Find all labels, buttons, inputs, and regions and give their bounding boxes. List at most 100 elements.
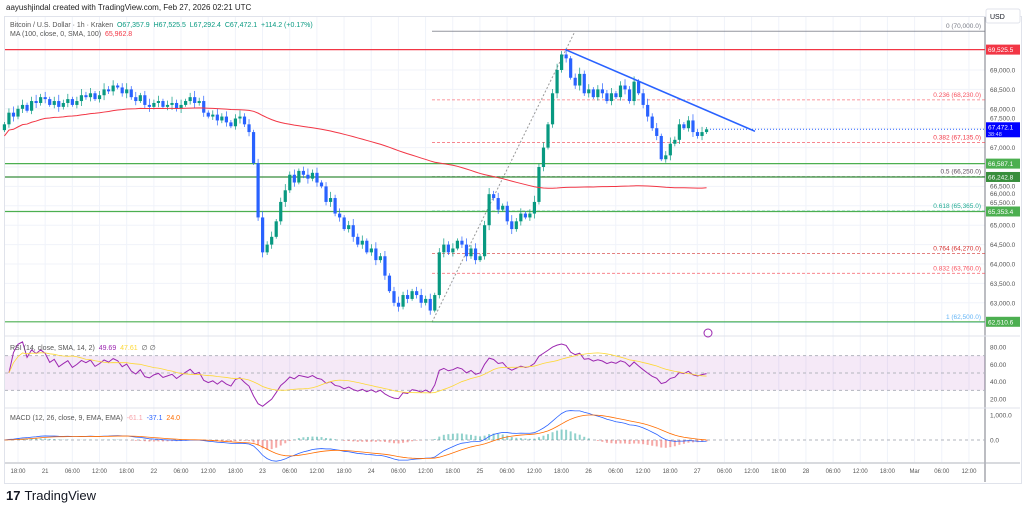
candle-body[interactable]	[569, 58, 573, 78]
candle-body[interactable]	[451, 248, 455, 253]
candle-body[interactable]	[541, 147, 546, 167]
candle-body[interactable]	[415, 291, 419, 296]
candle-body[interactable]	[179, 104, 183, 109]
candle-body[interactable]	[129, 89, 133, 98]
candle-body[interactable]	[261, 217, 265, 253]
candle-body[interactable]	[442, 244, 446, 253]
candle-body[interactable]	[279, 201, 283, 222]
candle-body[interactable]	[410, 291, 414, 299]
candle-body[interactable]	[111, 85, 115, 92]
candle-body[interactable]	[342, 217, 346, 230]
candle-body[interactable]	[184, 101, 188, 105]
candle-body[interactable]	[546, 124, 550, 148]
candle-body[interactable]	[632, 81, 636, 102]
candle-body[interactable]	[152, 102, 156, 107]
candle-body[interactable]	[591, 89, 595, 98]
candle-body[interactable]	[297, 170, 301, 183]
candle-body[interactable]	[197, 101, 201, 103]
candle-body[interactable]	[682, 124, 686, 129]
candle-body[interactable]	[20, 104, 25, 109]
candle-body[interactable]	[600, 89, 604, 94]
candle-body[interactable]	[52, 101, 56, 105]
candle-body[interactable]	[424, 298, 428, 303]
candle-body[interactable]	[84, 95, 88, 98]
candle-body[interactable]	[532, 201, 537, 214]
candle-body[interactable]	[211, 114, 215, 117]
candle-body[interactable]	[288, 174, 292, 191]
candle-body[interactable]	[582, 73, 586, 94]
candle-body[interactable]	[165, 104, 170, 107]
candle-body[interactable]	[324, 186, 328, 202]
macd-legend[interactable]: MACD (12, 26, close, 9, EMA, EMA) -61.1 …	[10, 415, 180, 422]
candle-body[interactable]	[564, 54, 568, 59]
candle-body[interactable]	[596, 89, 600, 98]
candle-body[interactable]	[29, 101, 34, 111]
candle-body[interactable]	[618, 85, 623, 98]
candle-body[interactable]	[170, 102, 174, 105]
candle-body[interactable]	[39, 97, 43, 103]
candle-body[interactable]	[659, 135, 663, 160]
candle-body[interactable]	[143, 95, 147, 105]
candle-body[interactable]	[501, 205, 505, 210]
candle-body[interactable]	[655, 128, 659, 136]
candle-body[interactable]	[419, 295, 423, 303]
candle-body[interactable]	[79, 95, 84, 102]
candle-body[interactable]	[609, 93, 614, 102]
candle-body[interactable]	[627, 89, 632, 102]
candle-body[interactable]	[215, 114, 219, 121]
candle-body[interactable]	[623, 85, 627, 90]
candle-body[interactable]	[188, 97, 192, 102]
candle-body[interactable]	[48, 99, 52, 105]
candle-body[interactable]	[328, 198, 333, 202]
candle-body[interactable]	[120, 87, 124, 94]
candle-body[interactable]	[301, 170, 305, 175]
candle-body[interactable]	[233, 118, 238, 127]
candle-body[interactable]	[338, 213, 342, 218]
candle-body[interactable]	[88, 93, 93, 98]
candle-body[interactable]	[369, 248, 373, 253]
candle-body[interactable]	[614, 93, 618, 98]
candle-body[interactable]	[256, 163, 260, 218]
candle-body[interactable]	[496, 198, 500, 210]
candle-body[interactable]	[700, 132, 704, 136]
candle-body[interactable]	[75, 101, 79, 105]
candle-body[interactable]	[283, 190, 287, 202]
candle-body[interactable]	[57, 101, 61, 107]
candle-body[interactable]	[505, 205, 509, 222]
candle-body[interactable]	[487, 194, 491, 226]
descending-trendline[interactable]	[564, 48, 756, 133]
candle-body[interactable]	[274, 221, 278, 237]
candle-body[interactable]	[224, 116, 228, 123]
candle-body[interactable]	[668, 143, 672, 156]
candle-body[interactable]	[107, 89, 111, 92]
candle-body[interactable]	[478, 256, 482, 261]
candle-body[interactable]	[11, 112, 16, 117]
candle-body[interactable]	[650, 116, 654, 129]
candle-body[interactable]	[550, 93, 555, 125]
candle-body[interactable]	[392, 291, 396, 303]
rsi-legend[interactable]: RSI (14, close, SMA, 14, 2) 49.69 47.61 …	[10, 344, 156, 352]
candle-body[interactable]	[265, 244, 269, 253]
candle-body[interactable]	[220, 116, 224, 121]
candle-body[interactable]	[97, 95, 102, 100]
candle-body[interactable]	[460, 240, 464, 245]
candle-body[interactable]	[704, 129, 709, 133]
candle-body[interactable]	[433, 295, 437, 311]
candle-body[interactable]	[25, 104, 29, 111]
candle-body[interactable]	[510, 221, 514, 230]
candle-body[interactable]	[528, 213, 532, 218]
candle-body[interactable]	[156, 101, 161, 103]
candle-body[interactable]	[446, 244, 450, 253]
candle-body[interactable]	[383, 256, 387, 276]
candle-body[interactable]	[641, 93, 645, 105]
candle-body[interactable]	[247, 124, 251, 133]
candle-body[interactable]	[578, 73, 582, 86]
candle-body[interactable]	[374, 248, 378, 261]
candle-body[interactable]	[242, 116, 247, 125]
candle-body[interactable]	[116, 85, 120, 88]
candle-body[interactable]	[206, 112, 210, 117]
candle-body[interactable]	[637, 81, 641, 94]
candle-body[interactable]	[351, 225, 355, 237]
candle-body[interactable]	[587, 89, 591, 94]
